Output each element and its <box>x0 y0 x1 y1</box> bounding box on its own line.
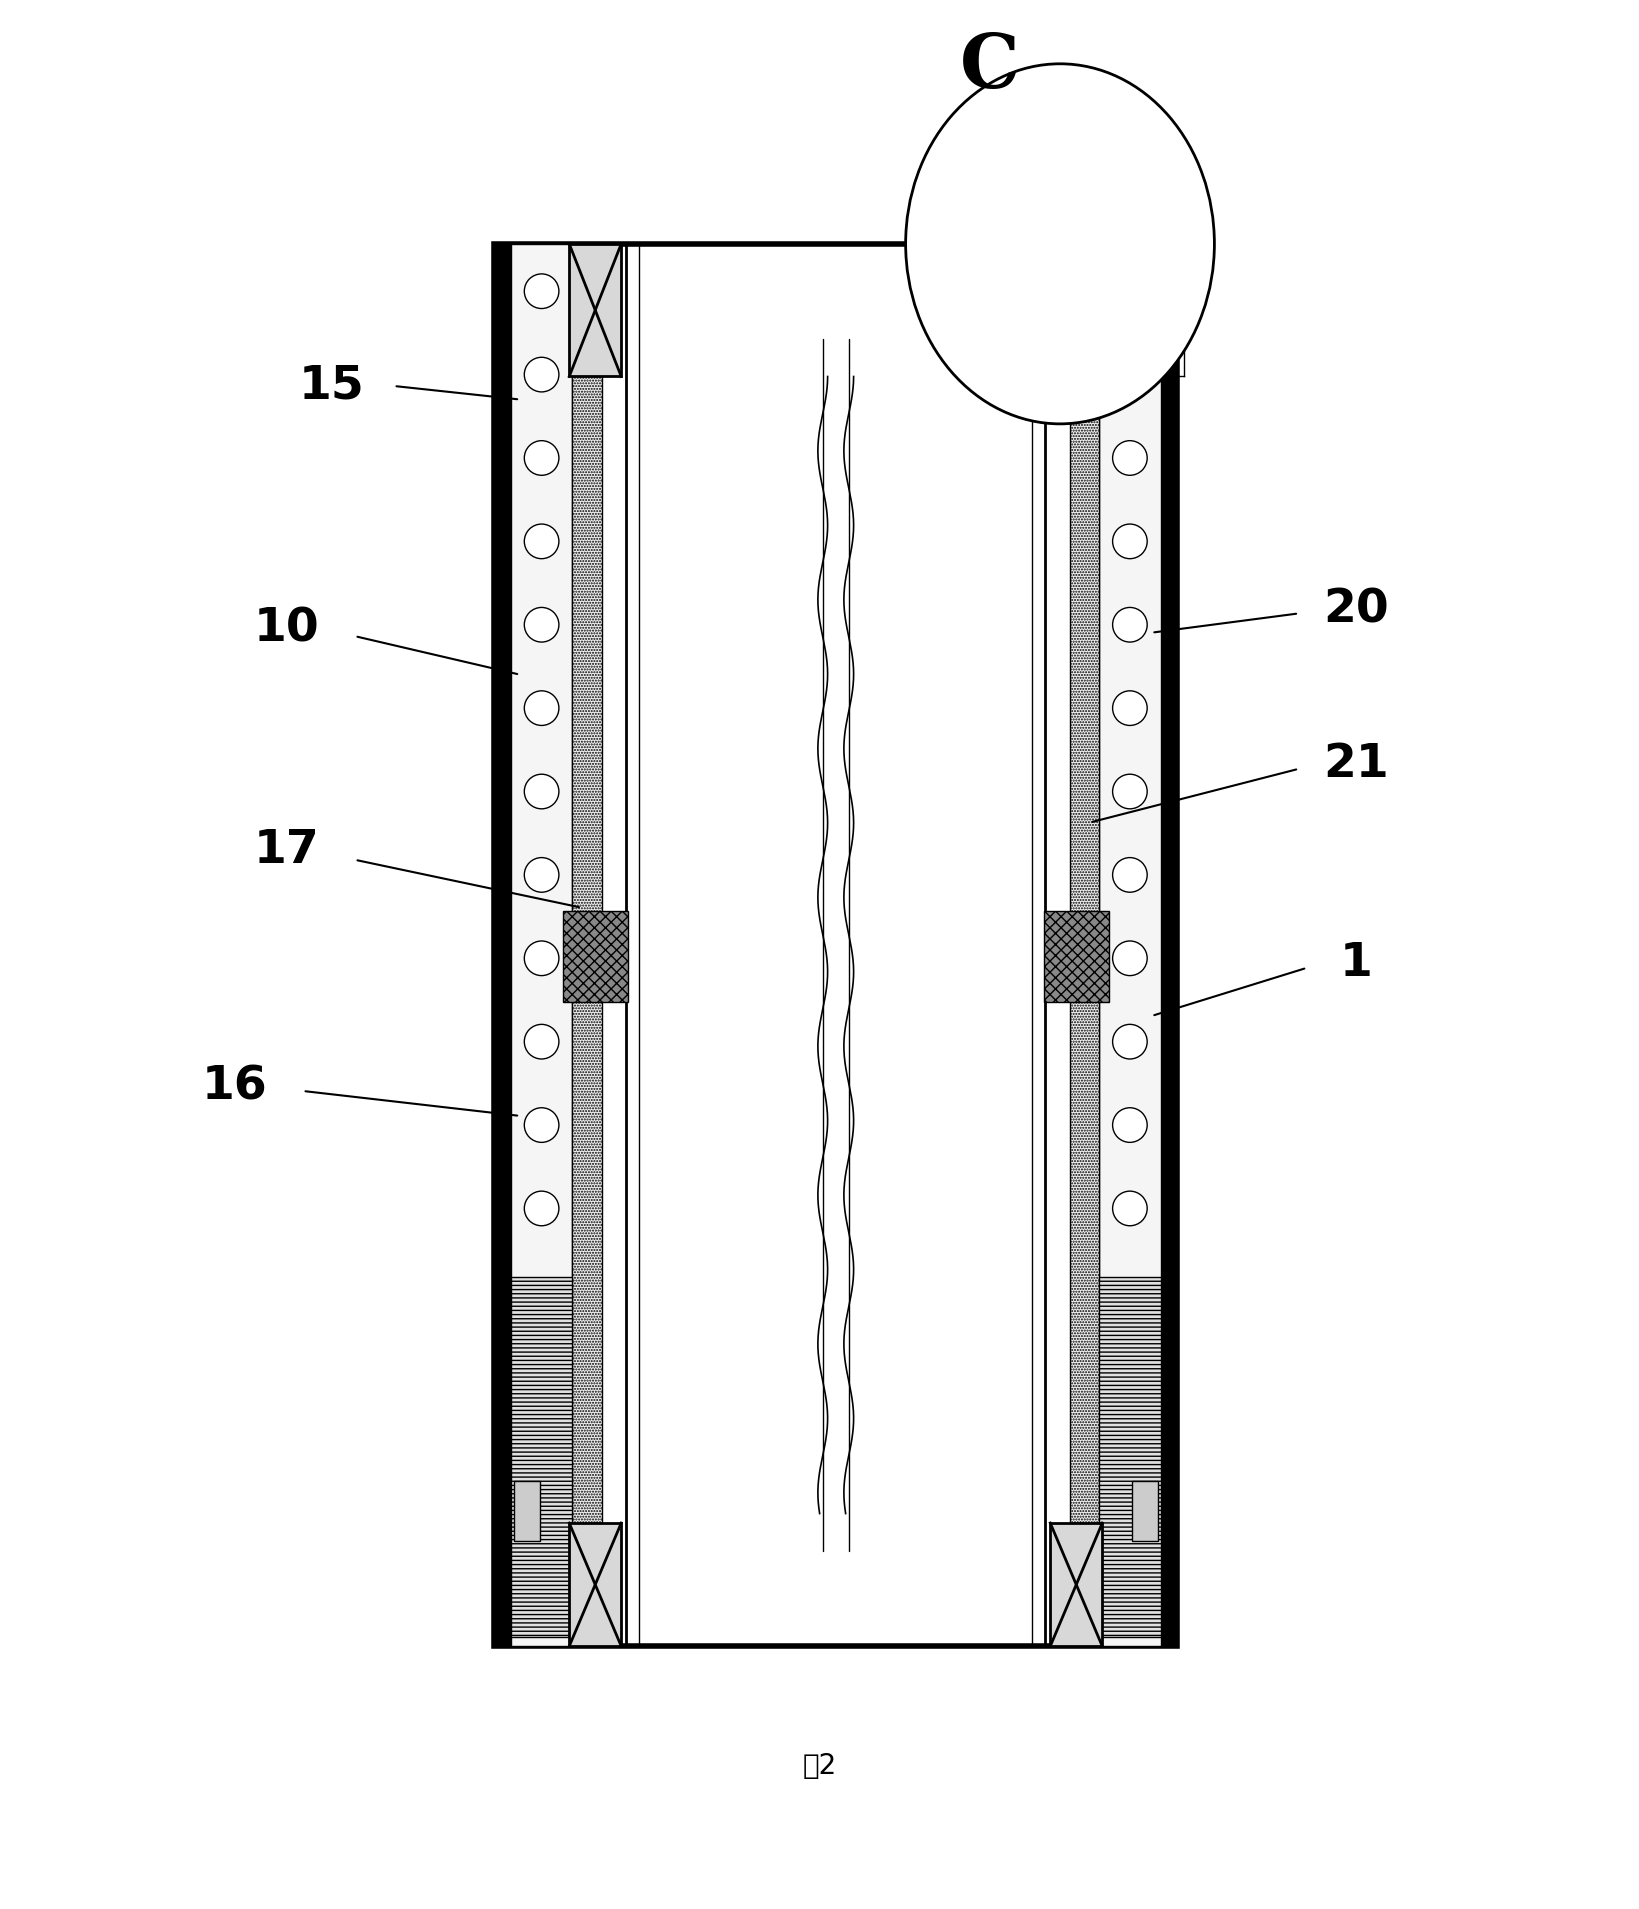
Text: 10: 10 <box>254 605 320 651</box>
Ellipse shape <box>1113 1191 1147 1226</box>
Ellipse shape <box>1113 357 1147 391</box>
Ellipse shape <box>524 525 559 559</box>
Ellipse shape <box>1113 1107 1147 1142</box>
Ellipse shape <box>524 273 559 309</box>
Text: 20: 20 <box>1323 588 1388 632</box>
Circle shape <box>906 63 1214 424</box>
Ellipse shape <box>1113 691 1147 725</box>
Ellipse shape <box>1113 273 1147 309</box>
Ellipse shape <box>524 1191 559 1226</box>
Bar <box>569 244 621 376</box>
Bar <box>1044 911 1108 1002</box>
Ellipse shape <box>524 441 559 475</box>
Text: 16: 16 <box>202 1065 267 1109</box>
Bar <box>1160 244 1177 1646</box>
Ellipse shape <box>1113 441 1147 475</box>
Ellipse shape <box>524 691 559 725</box>
Ellipse shape <box>524 1025 559 1059</box>
Bar <box>515 1481 539 1541</box>
Bar <box>511 1277 572 1636</box>
Ellipse shape <box>1113 857 1147 892</box>
Ellipse shape <box>524 607 559 641</box>
Ellipse shape <box>1113 941 1147 975</box>
Bar <box>1131 1481 1157 1541</box>
Bar <box>572 376 602 1523</box>
Bar <box>1100 244 1160 1646</box>
Bar <box>1100 1277 1160 1636</box>
Ellipse shape <box>1113 1025 1147 1059</box>
Bar <box>562 911 628 1002</box>
Text: 1: 1 <box>1339 941 1372 987</box>
Text: 21: 21 <box>1323 743 1388 788</box>
Ellipse shape <box>1113 525 1147 559</box>
Bar <box>495 244 511 1646</box>
Bar <box>495 244 1177 1646</box>
Bar <box>1070 376 1100 1523</box>
Ellipse shape <box>1113 607 1147 641</box>
Bar <box>569 1523 621 1646</box>
Ellipse shape <box>524 357 559 391</box>
Bar <box>1051 1523 1103 1646</box>
Text: 17: 17 <box>254 829 320 872</box>
Ellipse shape <box>524 1107 559 1142</box>
Ellipse shape <box>1113 775 1147 809</box>
Bar <box>511 244 572 1646</box>
Ellipse shape <box>524 775 559 809</box>
Ellipse shape <box>524 857 559 892</box>
Text: 15: 15 <box>298 363 365 409</box>
Ellipse shape <box>524 941 559 975</box>
Bar <box>1051 244 1103 376</box>
Text: C: C <box>960 31 1019 105</box>
Text: 图2: 图2 <box>803 1752 836 1779</box>
